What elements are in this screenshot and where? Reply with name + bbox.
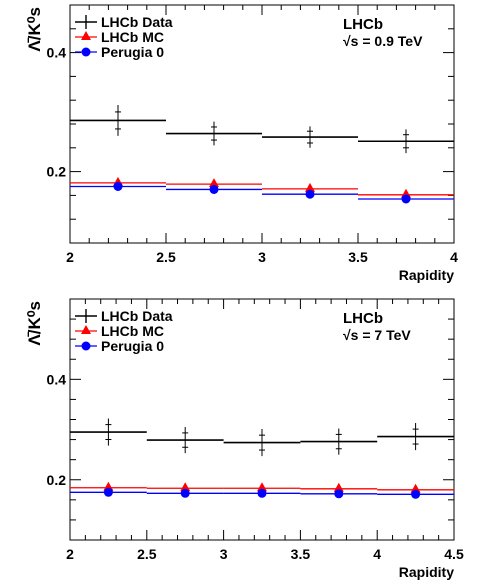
y-tick-label: 0.2 xyxy=(47,164,67,180)
mc-marker xyxy=(103,481,114,491)
x-tick-label: 4 xyxy=(373,546,381,562)
experiment-label: LHCb xyxy=(343,16,383,33)
series-lhcb-data xyxy=(70,418,454,457)
y-tick-label: 0.4 xyxy=(47,45,67,61)
legend-symbol-perugia xyxy=(81,47,91,57)
perugia-marker xyxy=(209,184,219,194)
mc-marker xyxy=(305,182,315,192)
x-axis-label: Rapidity xyxy=(399,564,454,580)
perugia-marker xyxy=(113,181,123,191)
y-tick-label: 0.4 xyxy=(47,371,67,387)
series-lhcb-mc xyxy=(70,481,454,493)
legend-symbol-mc xyxy=(81,31,91,40)
mc-marker xyxy=(410,483,421,493)
mc-marker xyxy=(333,482,344,492)
x-tick-label: 2.5 xyxy=(156,249,176,265)
perugia-marker xyxy=(103,487,113,497)
mc-marker xyxy=(180,482,191,492)
x-axis-label: Rapidity xyxy=(399,267,454,283)
x-tick-label: 4.5 xyxy=(444,546,464,562)
legend-label: Perugia 0 xyxy=(101,338,164,354)
perugia-marker xyxy=(180,488,190,498)
series-perugia-0 xyxy=(70,181,454,204)
series-lhcb-data xyxy=(70,104,454,154)
x-tick-label: 2.5 xyxy=(137,546,157,562)
y-axis-label: Λ̄/K⁰s xyxy=(25,7,44,52)
x-tick-label: 2 xyxy=(66,249,74,265)
mc-marker xyxy=(209,178,219,188)
legend-symbol-perugia xyxy=(81,341,91,351)
x-tick-label: 3.5 xyxy=(291,546,311,562)
x-tick-label: 3.5 xyxy=(348,249,368,265)
perugia-marker xyxy=(257,488,267,498)
legend-label: LHCb MC xyxy=(101,323,164,339)
experiment-label: LHCb xyxy=(343,310,383,327)
legend-label: LHCb MC xyxy=(101,29,164,45)
energy-label: √s = 7 TeV xyxy=(343,327,411,343)
series-perugia-0 xyxy=(70,487,454,499)
x-tick-label: 3 xyxy=(258,249,266,265)
energy-label: √s = 0.9 TeV xyxy=(343,33,423,49)
legend-label: Perugia 0 xyxy=(101,44,164,60)
perugia-marker xyxy=(305,189,315,199)
x-tick-label: 4 xyxy=(450,249,458,265)
chart-panel-2: 2 2.5 3 3.5 4 4.5 0.2 0.4 Rapidity Λ̄/K⁰s LHCb√s =… xyxy=(25,298,464,580)
mc-marker xyxy=(257,482,267,492)
x-tick-label: 2 xyxy=(66,546,74,562)
y-tick-label: 0.2 xyxy=(47,472,67,488)
chart-panel-1: 2 2.5 3 3.5 4 0.2 0.4 Rapidity Λ̄/K⁰s LHCb√s = 0.… xyxy=(25,4,458,283)
legend-symbol-mc xyxy=(81,325,91,334)
perugia-marker xyxy=(411,489,421,499)
y-axis-label: Λ̄/K⁰s xyxy=(25,301,44,346)
perugia-marker xyxy=(334,489,344,499)
x-tick-label: 3 xyxy=(220,546,228,562)
perugia-marker xyxy=(401,194,411,204)
legend-label: LHCb Data xyxy=(101,308,173,324)
legend-label: LHCb Data xyxy=(101,14,173,30)
